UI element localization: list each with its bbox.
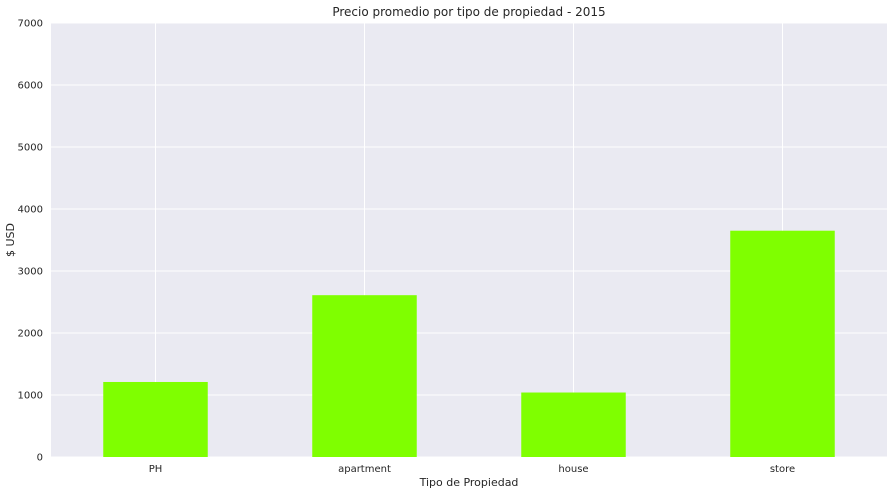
x-tick-label: house bbox=[558, 464, 588, 475]
y-tick-label: 2000 bbox=[18, 329, 43, 340]
bars bbox=[103, 230, 835, 457]
y-axis-ticks: 0 1000 2000 3000 4000 5000 6000 7000 bbox=[18, 19, 43, 464]
bar-apartment bbox=[312, 295, 417, 457]
bar-store bbox=[730, 230, 835, 457]
x-tick-label: store bbox=[770, 464, 795, 475]
x-axis-ticks: PH apartment house store bbox=[149, 464, 795, 475]
y-tick-label: 1000 bbox=[18, 391, 43, 402]
y-tick-label: 3000 bbox=[18, 267, 43, 278]
bar-house bbox=[521, 392, 626, 457]
y-tick-label: 5000 bbox=[18, 143, 43, 154]
y-axis-label: $ USD bbox=[4, 223, 17, 257]
chart-title: Precio promedio por tipo de propiedad - … bbox=[332, 5, 605, 19]
y-tick-label: 4000 bbox=[18, 205, 43, 216]
x-axis-label: Tipo de Propiedad bbox=[419, 476, 519, 489]
x-tick-label: PH bbox=[149, 464, 163, 475]
bar-ph bbox=[103, 381, 208, 457]
y-tick-label: 7000 bbox=[18, 19, 43, 30]
y-tick-label: 6000 bbox=[18, 81, 43, 92]
y-tick-label: 0 bbox=[37, 453, 43, 464]
x-tick-label: apartment bbox=[338, 464, 391, 475]
